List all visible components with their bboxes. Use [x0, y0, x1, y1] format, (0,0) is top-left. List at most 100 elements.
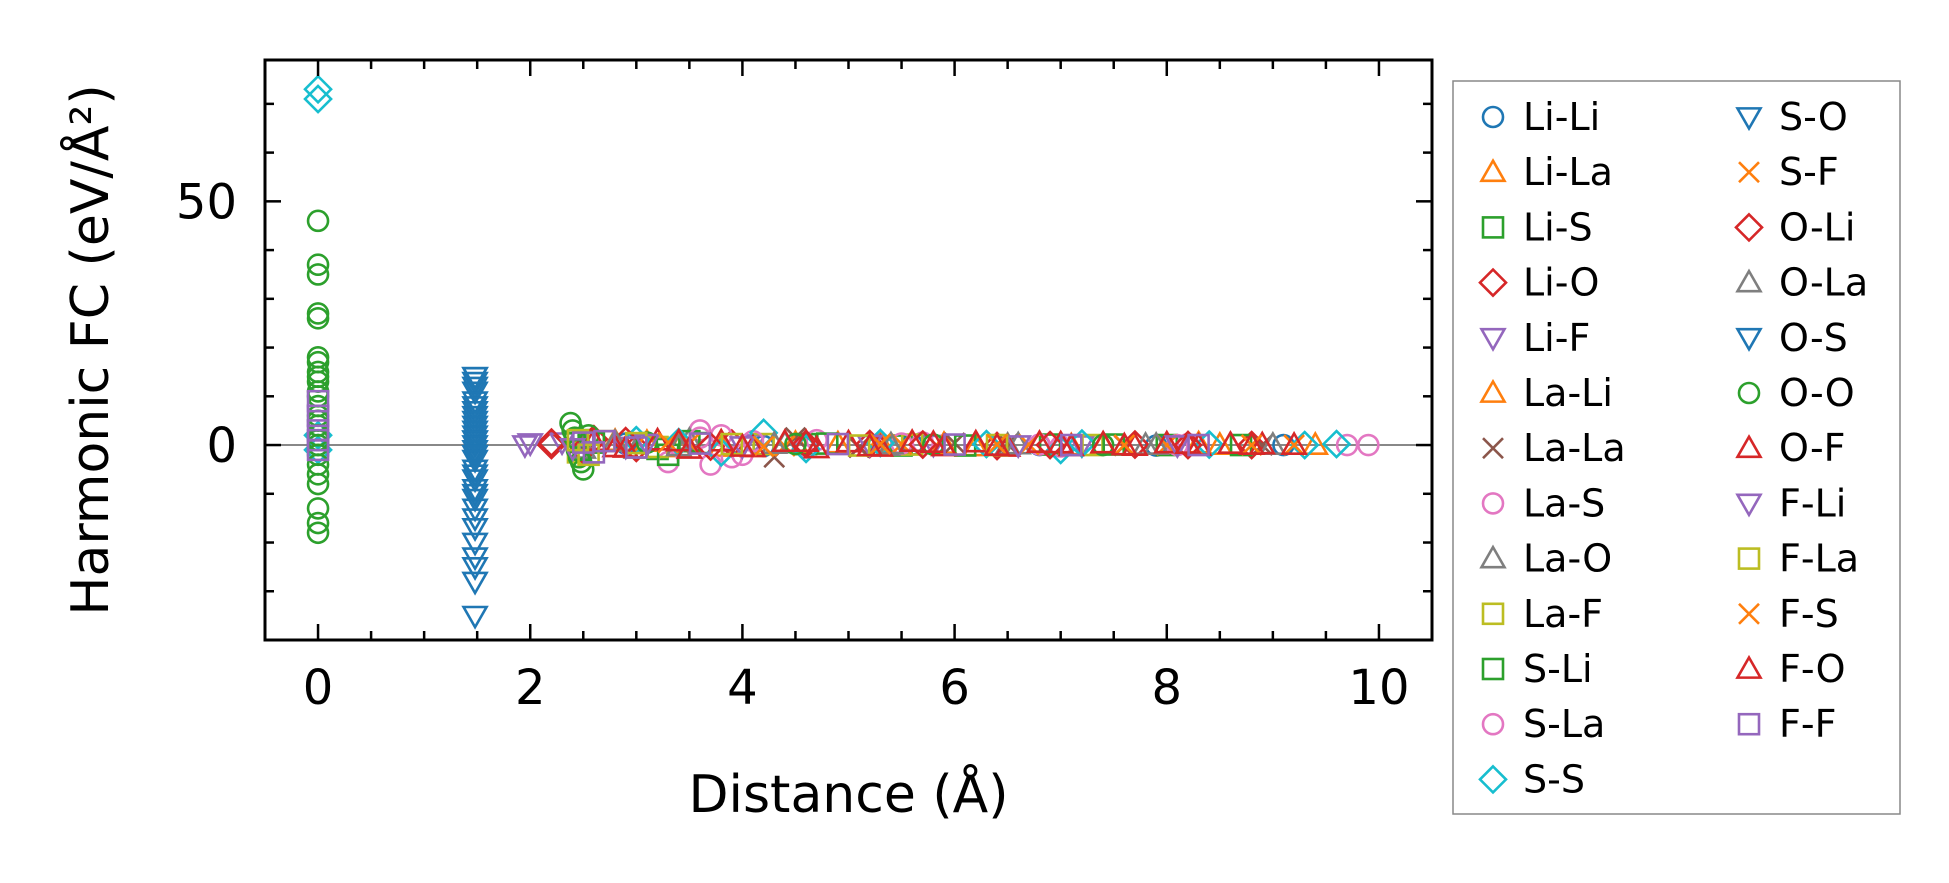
data-point [898, 427, 926, 453]
legend-marker [1738, 602, 1760, 625]
legend: Li-Li Li-La Li-S Li-O Li-F La-Li La-La La-S La-O… [1452, 80, 1901, 815]
data-point [306, 497, 330, 520]
data-point [461, 464, 489, 489]
legend-label: O-F [1779, 426, 1846, 470]
data-point [1289, 430, 1320, 460]
legend-marker [1735, 654, 1763, 679]
legend-label: F-La [1779, 537, 1859, 581]
data-point [1153, 429, 1181, 454]
data-point [1301, 430, 1330, 455]
series-s-s [303, 74, 1352, 468]
data-point [1110, 431, 1139, 456]
data-point [461, 376, 489, 401]
data-point [1240, 434, 1263, 456]
legend-marker [1735, 493, 1763, 518]
legend-item: O-F [1735, 426, 1846, 470]
legend-item: O-La [1735, 261, 1868, 305]
legend-item: Li-F [1479, 316, 1590, 360]
legend-label: S-O [1779, 95, 1848, 139]
legend-label: Li-S [1523, 205, 1593, 249]
legend-item: Li-Li [1481, 95, 1600, 139]
legend-marker [1479, 378, 1507, 403]
data-point [306, 307, 330, 330]
data-point [728, 432, 757, 457]
legend-marker [1481, 602, 1505, 626]
legend-item: Li-La [1479, 150, 1613, 194]
data-point [306, 209, 330, 233]
y-tick-label: 0 [206, 418, 237, 474]
tick-labels-layer: 0 2 4 6 8 10 0 50 [176, 174, 1410, 716]
data-point [869, 433, 892, 455]
legend-item: Li-S [1481, 205, 1593, 249]
plot-frame [263, 58, 1434, 642]
legend-item: La-F [1481, 592, 1603, 636]
legend-label: S-Li [1523, 647, 1593, 691]
legend-label: S-S [1523, 757, 1585, 801]
data-point [706, 437, 737, 468]
data-point [943, 433, 966, 456]
legend-marker [1479, 327, 1507, 352]
data-point [784, 432, 807, 456]
data-point [1035, 430, 1065, 460]
legend-label: La-O [1523, 537, 1612, 581]
data-point [303, 84, 333, 114]
legend-label: Li-Li [1523, 95, 1600, 139]
data-point [1163, 435, 1192, 460]
data-point [802, 434, 831, 459]
data-point [907, 429, 938, 460]
legend-marker [1479, 158, 1507, 183]
legend-box [1452, 80, 1901, 815]
legend-item: F-O [1735, 647, 1846, 691]
data-point [461, 508, 489, 533]
legend-label: Li-F [1523, 316, 1590, 360]
data-point [1280, 430, 1308, 455]
data-point [1120, 429, 1150, 460]
legend-item: La-Li [1479, 371, 1613, 415]
legend-marker [1737, 547, 1761, 570]
legend-label: O-Li [1779, 205, 1855, 249]
legend-marker [1735, 327, 1763, 352]
data-point [1059, 433, 1083, 457]
legend-marker [1481, 105, 1505, 129]
legend-marker [1737, 381, 1761, 405]
data-point [1089, 429, 1117, 454]
legend-label: Li-La [1523, 150, 1613, 194]
data-point [1236, 430, 1267, 460]
legend-label: F-S [1779, 592, 1839, 636]
data-point [536, 430, 567, 460]
legend-item: F-La [1737, 537, 1859, 581]
data-point [577, 443, 600, 467]
legend-item: O-S [1735, 316, 1848, 360]
legend-marker [1478, 267, 1508, 298]
data-point [665, 427, 693, 452]
data-point [306, 511, 330, 535]
data-points-layer [303, 74, 1380, 630]
data-point [306, 438, 330, 462]
data-point [306, 521, 330, 545]
data-point [962, 428, 990, 453]
x-tick-label: 4 [727, 660, 758, 716]
data-point [303, 74, 333, 105]
legend-marker [1735, 434, 1763, 459]
data-point [306, 302, 330, 325]
data-point [461, 517, 489, 543]
legend-label: La-F [1523, 592, 1603, 636]
data-point [461, 483, 489, 508]
legend-item: F-S [1738, 592, 1839, 636]
legend-item: S-O [1735, 95, 1848, 139]
data-point [1283, 434, 1306, 456]
data-point [601, 433, 629, 458]
data-point [1173, 430, 1203, 460]
data-point [986, 433, 1008, 456]
data-point [826, 432, 850, 456]
legend-label: O-S [1779, 316, 1848, 360]
legend-marker [1481, 712, 1505, 736]
data-point [1321, 429, 1352, 459]
legend-item: S-Li [1481, 647, 1593, 691]
data-point [855, 432, 884, 457]
data-point [1142, 430, 1170, 455]
data-point [516, 433, 544, 458]
data-point [675, 434, 704, 459]
data-point [752, 435, 775, 458]
